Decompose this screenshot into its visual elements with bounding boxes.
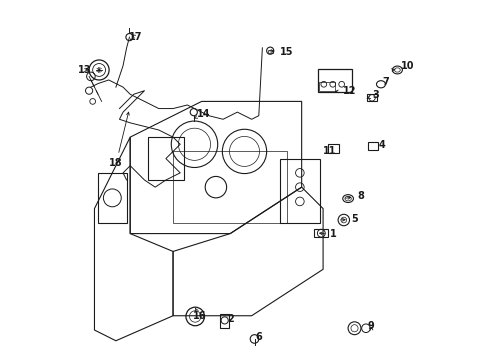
Text: 12: 12 (335, 86, 355, 96)
Bar (148, 137, 183, 180)
Text: 6: 6 (255, 332, 262, 342)
Text: 13: 13 (78, 65, 91, 75)
Text: 5: 5 (340, 214, 358, 224)
Text: 16: 16 (193, 309, 206, 321)
Bar (280, 158, 319, 223)
Text: 3: 3 (366, 90, 378, 100)
Bar (366, 94, 377, 102)
Text: 15: 15 (269, 47, 293, 57)
Bar (367, 142, 378, 150)
Bar (173, 152, 287, 223)
Bar (267, 50, 272, 53)
Bar (328, 144, 339, 153)
Text: 18: 18 (109, 112, 129, 168)
Text: 10: 10 (391, 62, 414, 71)
Text: 17: 17 (129, 32, 142, 42)
Text: 1: 1 (319, 229, 336, 239)
Text: 9: 9 (367, 321, 374, 332)
Text: 4: 4 (378, 140, 385, 150)
Bar (98, 173, 126, 223)
Text: 2: 2 (227, 314, 234, 324)
Bar (318, 82, 334, 91)
Text: 11: 11 (322, 147, 335, 157)
Bar (317, 69, 351, 93)
Bar (220, 314, 229, 328)
Text: 7: 7 (381, 77, 388, 87)
Text: 14: 14 (194, 109, 210, 119)
Text: 8: 8 (345, 191, 363, 201)
Bar (313, 229, 328, 237)
